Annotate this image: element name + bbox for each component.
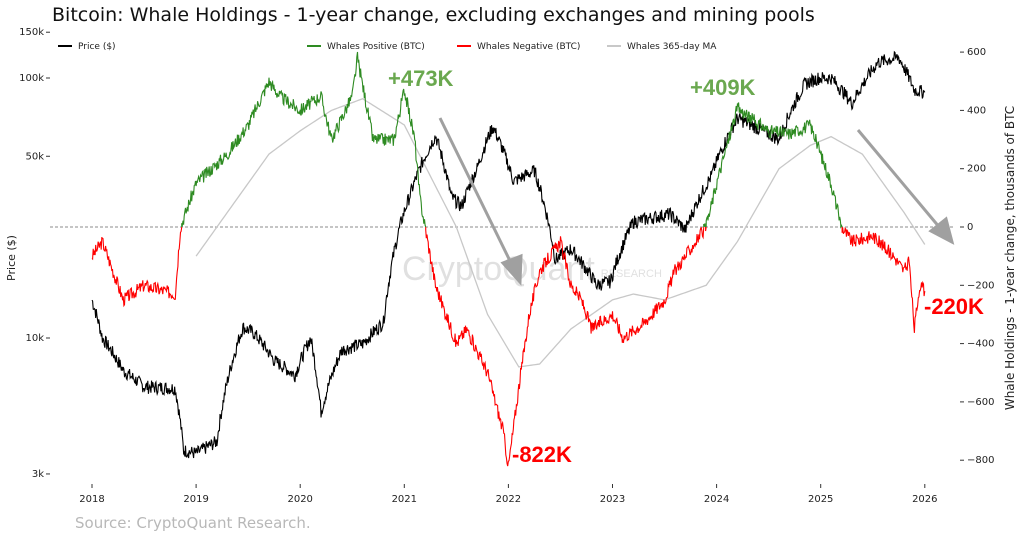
whales-positive-line <box>705 102 843 229</box>
x-axis: 2018 2019 2020 2021 2022 2023 2024 2025 2026 <box>79 484 938 505</box>
legend-ma: Whales 365-day MA <box>627 42 717 52</box>
annotation-label: -220K <box>924 294 984 319</box>
watermark: CryptoQuant RESEARCH <box>402 250 662 288</box>
annotation-label: +409K <box>690 75 756 100</box>
price-line <box>91 50 926 459</box>
y-right-tick-label: −600 <box>967 397 994 408</box>
source-note: Source: CryptoQuant Research. <box>75 514 311 532</box>
y-right-tick-label: 400 <box>967 105 986 116</box>
x-tick-label: 2023 <box>600 494 625 505</box>
annotation-label: +473K <box>388 66 454 91</box>
y-left-axis: 150k 100k 50k 10k 3k <box>19 27 50 480</box>
whales-positive-line <box>703 223 707 228</box>
x-tick-label: 2019 <box>183 494 208 505</box>
whales-negative-line <box>425 226 705 467</box>
x-tick-label: 2024 <box>704 494 729 505</box>
whales-positive-line <box>181 51 427 228</box>
whales-negative-line <box>91 226 183 308</box>
x-tick-label: 2022 <box>496 494 521 505</box>
trend-arrows <box>438 117 955 286</box>
y-right-tick-label: −400 <box>967 339 994 350</box>
legend-price: Price ($) <box>78 42 116 52</box>
y-right-tick-label: −200 <box>967 280 994 291</box>
annotations: +473K +409K -822K -220K <box>388 66 984 467</box>
y-left-label: Price ($) <box>5 235 18 281</box>
x-tick-label: 2026 <box>912 494 937 505</box>
y-right-axis: 600 400 200 0 −200 −400 −600 −800 <box>960 47 994 466</box>
y-left-tick-label: 10k <box>25 333 44 344</box>
x-tick-label: 2021 <box>392 494 417 505</box>
legend-negative: Whales Negative (BTC) <box>477 42 580 52</box>
y-left-tick-label: 150k <box>19 27 44 38</box>
y-right-tick-label: 0 <box>967 222 973 233</box>
annotation-label: -822K <box>512 442 572 467</box>
whales-negative-line <box>841 226 926 333</box>
chart-title: Bitcoin: Whale Holdings - 1-year change,… <box>52 4 815 26</box>
y-left-tick-label: 3k <box>32 469 44 480</box>
ma-line <box>195 98 926 368</box>
y-right-tick-label: 200 <box>967 164 986 175</box>
series <box>91 50 926 467</box>
legend: Price ($) Whales Positive (BTC) Whales N… <box>58 42 717 52</box>
x-tick-label: 2020 <box>287 494 312 505</box>
x-tick-label: 2025 <box>808 494 833 505</box>
whales-negative-line <box>705 226 707 232</box>
y-right-label: Whale Holdings - 1-year change, thousand… <box>1003 106 1017 410</box>
y-left-tick-label: 100k <box>19 73 44 84</box>
x-tick-label: 2018 <box>79 494 104 505</box>
watermark-sub: RESEARCH <box>601 268 662 280</box>
y-right-tick-label: 600 <box>967 47 986 58</box>
legend-positive: Whales Positive (BTC) <box>327 42 425 52</box>
y-right-tick-label: −800 <box>967 455 994 466</box>
y-left-tick-label: 50k <box>25 151 44 162</box>
